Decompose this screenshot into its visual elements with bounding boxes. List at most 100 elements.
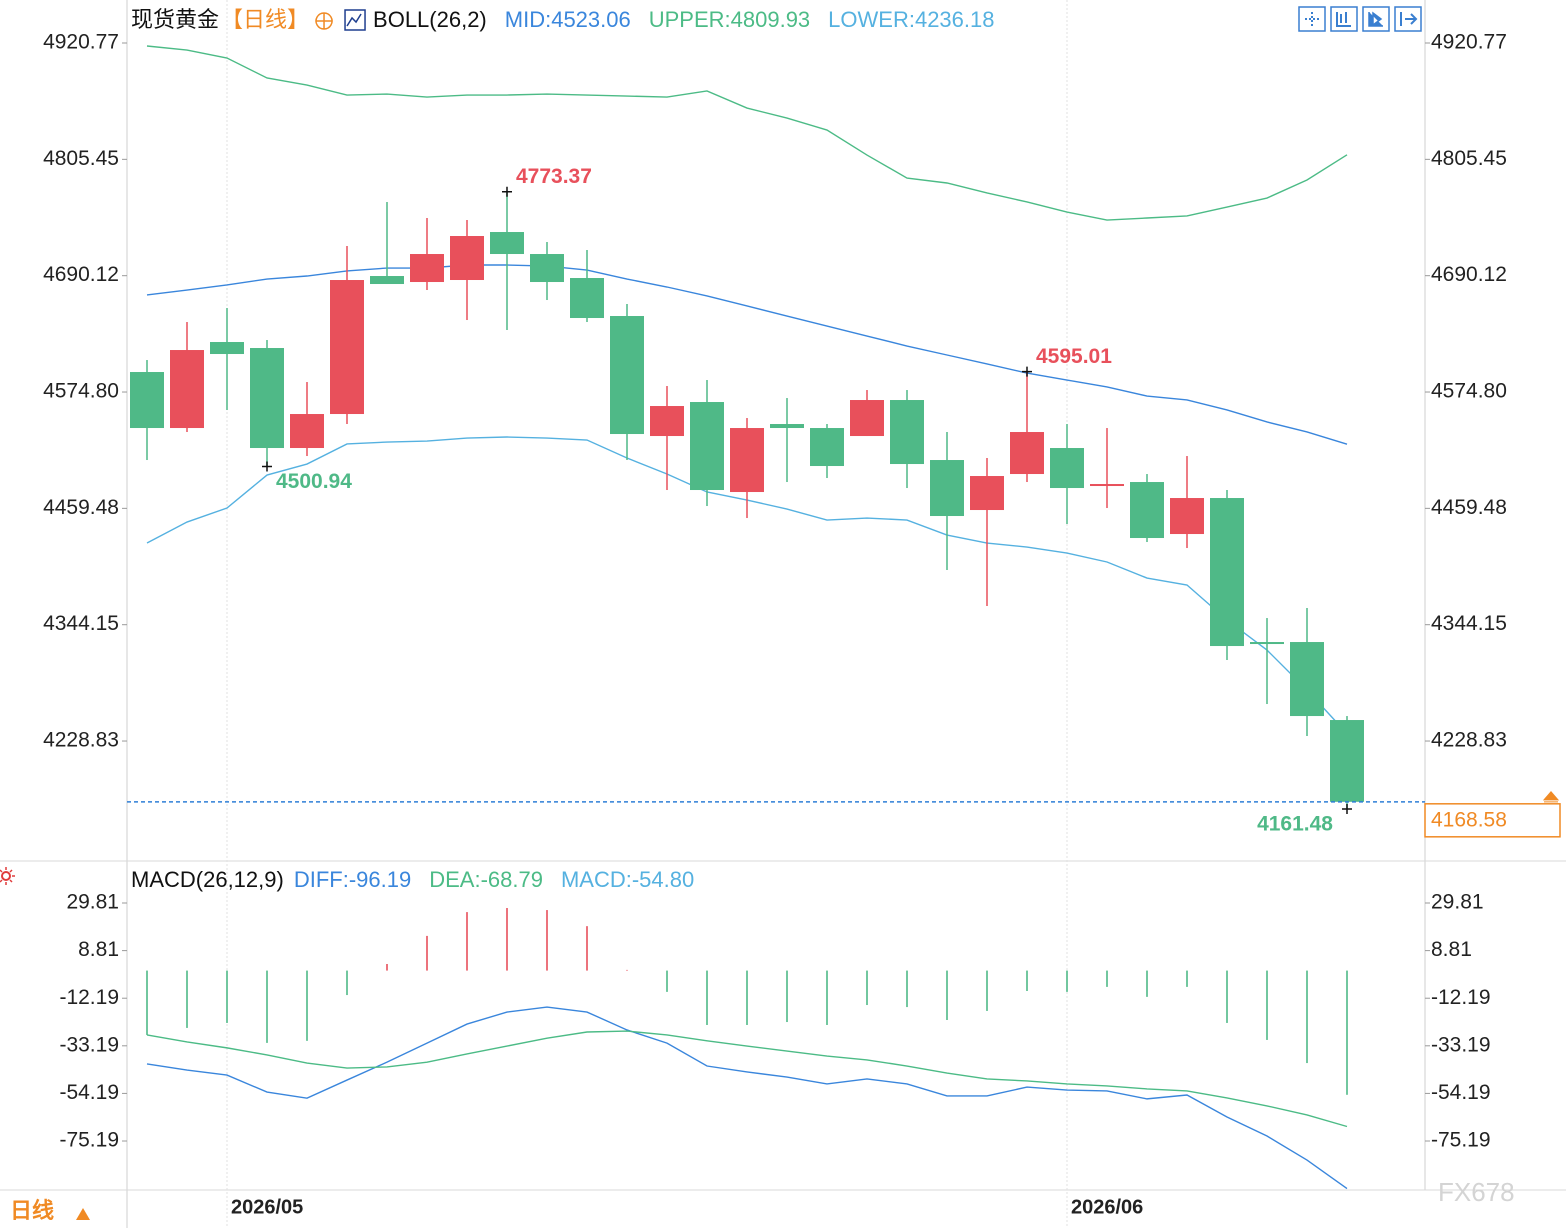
y2-tick-label: -75.19 bbox=[1431, 1129, 1491, 1152]
period-icon bbox=[315, 12, 333, 30]
candle-body bbox=[730, 428, 764, 493]
indicator-line bbox=[146, 45, 1348, 221]
y2-tick-label: 4459.48 bbox=[1431, 496, 1507, 519]
legend-entry: DEA:-68.79 bbox=[429, 867, 543, 892]
y-tick-label: 4574.80 bbox=[43, 380, 119, 403]
candle-body bbox=[1250, 642, 1284, 645]
candle-body bbox=[370, 276, 404, 285]
y-tick-label: 4344.15 bbox=[43, 612, 119, 635]
period-arrow[interactable] bbox=[76, 1208, 90, 1220]
indicator-line bbox=[146, 1030, 1348, 1128]
last-price-label: 4168.58 bbox=[1431, 808, 1507, 831]
extreme-marker bbox=[1022, 366, 1032, 377]
candle-body bbox=[1330, 720, 1364, 802]
icon bbox=[0, 867, 15, 885]
y2-tick-label: 4805.45 bbox=[1431, 147, 1507, 170]
tool-icon bbox=[1336, 12, 1351, 27]
candle-body bbox=[970, 476, 1004, 511]
candle-body bbox=[450, 236, 484, 281]
y2-tick-label: -12.19 bbox=[1431, 986, 1491, 1009]
extreme-marker bbox=[262, 461, 272, 472]
y-tick-label: 4228.83 bbox=[43, 729, 119, 752]
candle-body bbox=[770, 424, 804, 429]
candle-body bbox=[130, 372, 164, 429]
candle-body bbox=[570, 278, 604, 319]
period-footer[interactable]: 日线 bbox=[10, 1198, 54, 1223]
y2-tick-label: 4920.77 bbox=[1431, 31, 1507, 54]
watermark: FX678 bbox=[1438, 1177, 1515, 1207]
candle-body bbox=[210, 342, 244, 355]
candle-body bbox=[530, 254, 564, 283]
extreme-label: 4595.01 bbox=[1036, 345, 1112, 368]
x-tick-label: 2026/06 bbox=[1071, 1196, 1143, 1218]
extreme-label: 4500.94 bbox=[276, 470, 352, 493]
candle-body bbox=[1170, 498, 1204, 535]
legend-entry: DIFF:-96.19 bbox=[294, 867, 411, 892]
indicator-label: BOLL(26,2) bbox=[373, 7, 487, 32]
candle-body bbox=[1130, 482, 1164, 539]
y2-tick-label: 4574.80 bbox=[1431, 380, 1507, 403]
candle-body bbox=[1290, 642, 1324, 717]
y-tick-label: -54.19 bbox=[59, 1081, 119, 1104]
candle-body bbox=[1210, 498, 1244, 647]
candle-body bbox=[490, 232, 524, 255]
y-tick-label: -75.19 bbox=[59, 1129, 119, 1152]
y2-tick-label: 4344.15 bbox=[1431, 612, 1507, 635]
last-price-arrow bbox=[1542, 791, 1560, 803]
y-tick-label: 8.81 bbox=[78, 938, 119, 961]
toolbar bbox=[1298, 6, 1422, 32]
y-tick-label: -12.19 bbox=[59, 986, 119, 1009]
y2-tick-label: -33.19 bbox=[1431, 1033, 1491, 1056]
candle-body bbox=[290, 414, 324, 449]
y2-tick-label: 4690.12 bbox=[1431, 263, 1507, 286]
candle-body bbox=[250, 348, 284, 449]
tool-icon bbox=[1400, 12, 1418, 26]
last-price-box bbox=[1424, 803, 1561, 838]
y-tick-label: 4920.77 bbox=[43, 31, 119, 54]
icon bbox=[1, 871, 11, 881]
tool-button[interactable] bbox=[1362, 6, 1390, 32]
candle-body bbox=[1050, 448, 1084, 489]
tool-button[interactable] bbox=[1298, 6, 1326, 32]
x-tick-label: 2026/05 bbox=[231, 1196, 303, 1218]
y2-tick-label: -54.19 bbox=[1431, 1081, 1491, 1104]
tool-button[interactable] bbox=[1330, 6, 1358, 32]
candle-body bbox=[610, 316, 644, 435]
y-tick-label: 4459.48 bbox=[43, 496, 119, 519]
y-tick-label: -33.19 bbox=[59, 1033, 119, 1056]
extreme-label: 4773.37 bbox=[516, 165, 592, 188]
legend-entry: MID:4523.06 bbox=[505, 7, 631, 32]
candle-body bbox=[170, 350, 204, 429]
y-tick-label: 4690.12 bbox=[43, 263, 119, 286]
extreme-label: 4161.48 bbox=[1257, 813, 1333, 836]
macd-panel-icon bbox=[0, 867, 15, 885]
indicator-title: MACD(26,12,9) bbox=[131, 867, 284, 892]
candle-body bbox=[650, 406, 684, 437]
candle-body bbox=[890, 400, 924, 465]
y2-tick-label: 8.81 bbox=[1431, 938, 1472, 961]
candle-body bbox=[690, 402, 724, 491]
chart-title: 现货黄金 bbox=[131, 7, 219, 32]
indicator-icon bbox=[344, 9, 366, 31]
candle-body bbox=[850, 400, 884, 437]
legend-entry: LOWER:4236.18 bbox=[828, 7, 994, 32]
legend-entry: UPPER:4809.93 bbox=[649, 7, 810, 32]
y-tick-label: 4805.45 bbox=[43, 147, 119, 170]
legend-entry: MACD:-54.80 bbox=[561, 867, 694, 892]
candle-body bbox=[930, 460, 964, 517]
candle-body bbox=[1090, 484, 1124, 487]
y-tick-label: 29.81 bbox=[66, 891, 119, 914]
candle-body bbox=[330, 280, 364, 415]
y2-tick-label: 29.81 bbox=[1431, 891, 1484, 914]
tool-icon bbox=[1368, 11, 1383, 27]
candle-body bbox=[410, 254, 444, 283]
candle-body bbox=[810, 428, 844, 467]
indicator-line bbox=[146, 1006, 1348, 1190]
extreme-marker bbox=[502, 186, 512, 197]
extreme-marker bbox=[1342, 803, 1352, 814]
period-label: 【日线】 bbox=[221, 7, 309, 32]
y2-tick-label: 4228.83 bbox=[1431, 729, 1507, 752]
candle-body bbox=[1010, 432, 1044, 475]
